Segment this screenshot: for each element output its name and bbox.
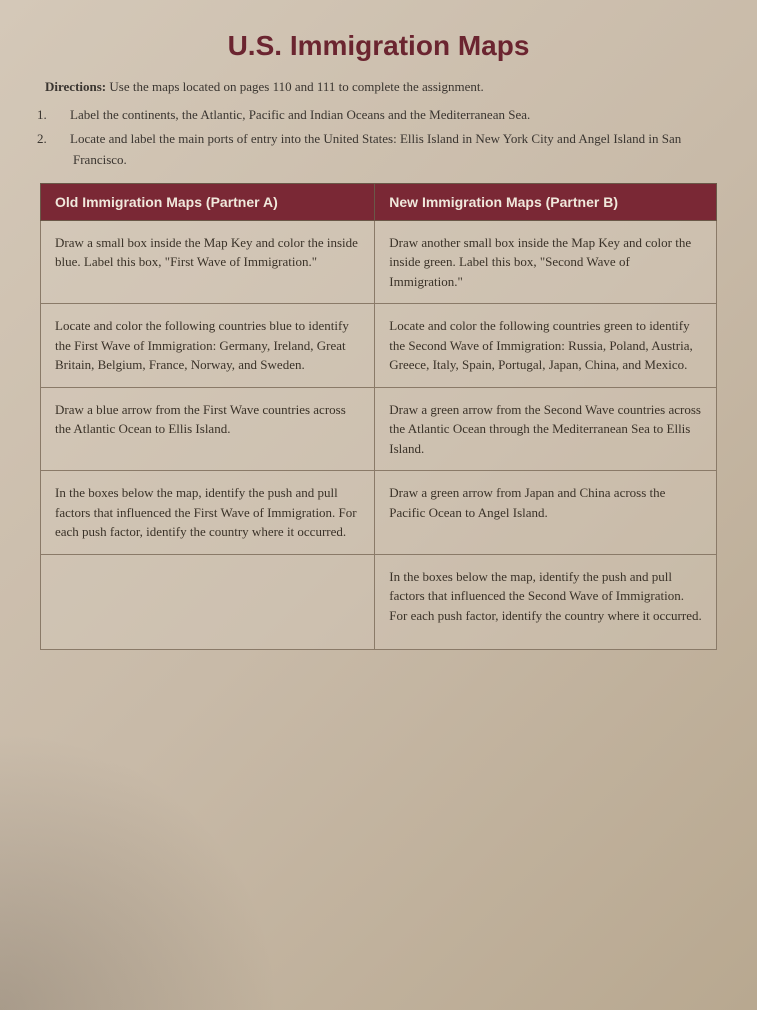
table-row: Draw a blue arrow from the First Wave co… xyxy=(41,387,717,471)
table-row: In the boxes below the map, identify the… xyxy=(41,471,717,555)
cell-b: In the boxes below the map, identify the… xyxy=(375,554,717,649)
cell-b: Draw a green arrow from the Second Wave … xyxy=(375,387,717,471)
cell-b: Draw a green arrow from Japan and China … xyxy=(375,471,717,555)
instructions-table: Old Immigration Maps (Partner A) New Imm… xyxy=(40,183,717,650)
directions-text: Use the maps located on pages 110 and 11… xyxy=(106,79,484,94)
list-item: 2.Locate and label the main ports of ent… xyxy=(55,129,717,171)
table-row: Draw a small box inside the Map Key and … xyxy=(41,220,717,304)
step-text: Locate and label the main ports of entry… xyxy=(70,131,681,167)
directions-line: Directions: Use the maps located on page… xyxy=(40,77,717,97)
table-row: In the boxes below the map, identify the… xyxy=(41,554,717,649)
cell-b: Draw another small box inside the Map Ke… xyxy=(375,220,717,304)
step-text: Label the continents, the Atlantic, Paci… xyxy=(70,107,530,122)
table-row: Locate and color the following countries… xyxy=(41,304,717,388)
steps-list: 1.Label the continents, the Atlantic, Pa… xyxy=(40,105,717,171)
cell-a: Draw a small box inside the Map Key and … xyxy=(41,220,375,304)
table-header-a: Old Immigration Maps (Partner A) xyxy=(41,183,375,220)
table-header-b: New Immigration Maps (Partner B) xyxy=(375,183,717,220)
shadow-overlay xyxy=(0,730,280,1010)
cell-a: Draw a blue arrow from the First Wave co… xyxy=(41,387,375,471)
cell-a: In the boxes below the map, identify the… xyxy=(41,471,375,555)
cell-b: Locate and color the following countries… xyxy=(375,304,717,388)
cell-a: Locate and color the following countries… xyxy=(41,304,375,388)
page-title: U.S. Immigration Maps xyxy=(40,30,717,62)
cell-a xyxy=(41,554,375,649)
directions-label: Directions: xyxy=(45,79,106,94)
list-item: 1.Label the continents, the Atlantic, Pa… xyxy=(55,105,717,126)
